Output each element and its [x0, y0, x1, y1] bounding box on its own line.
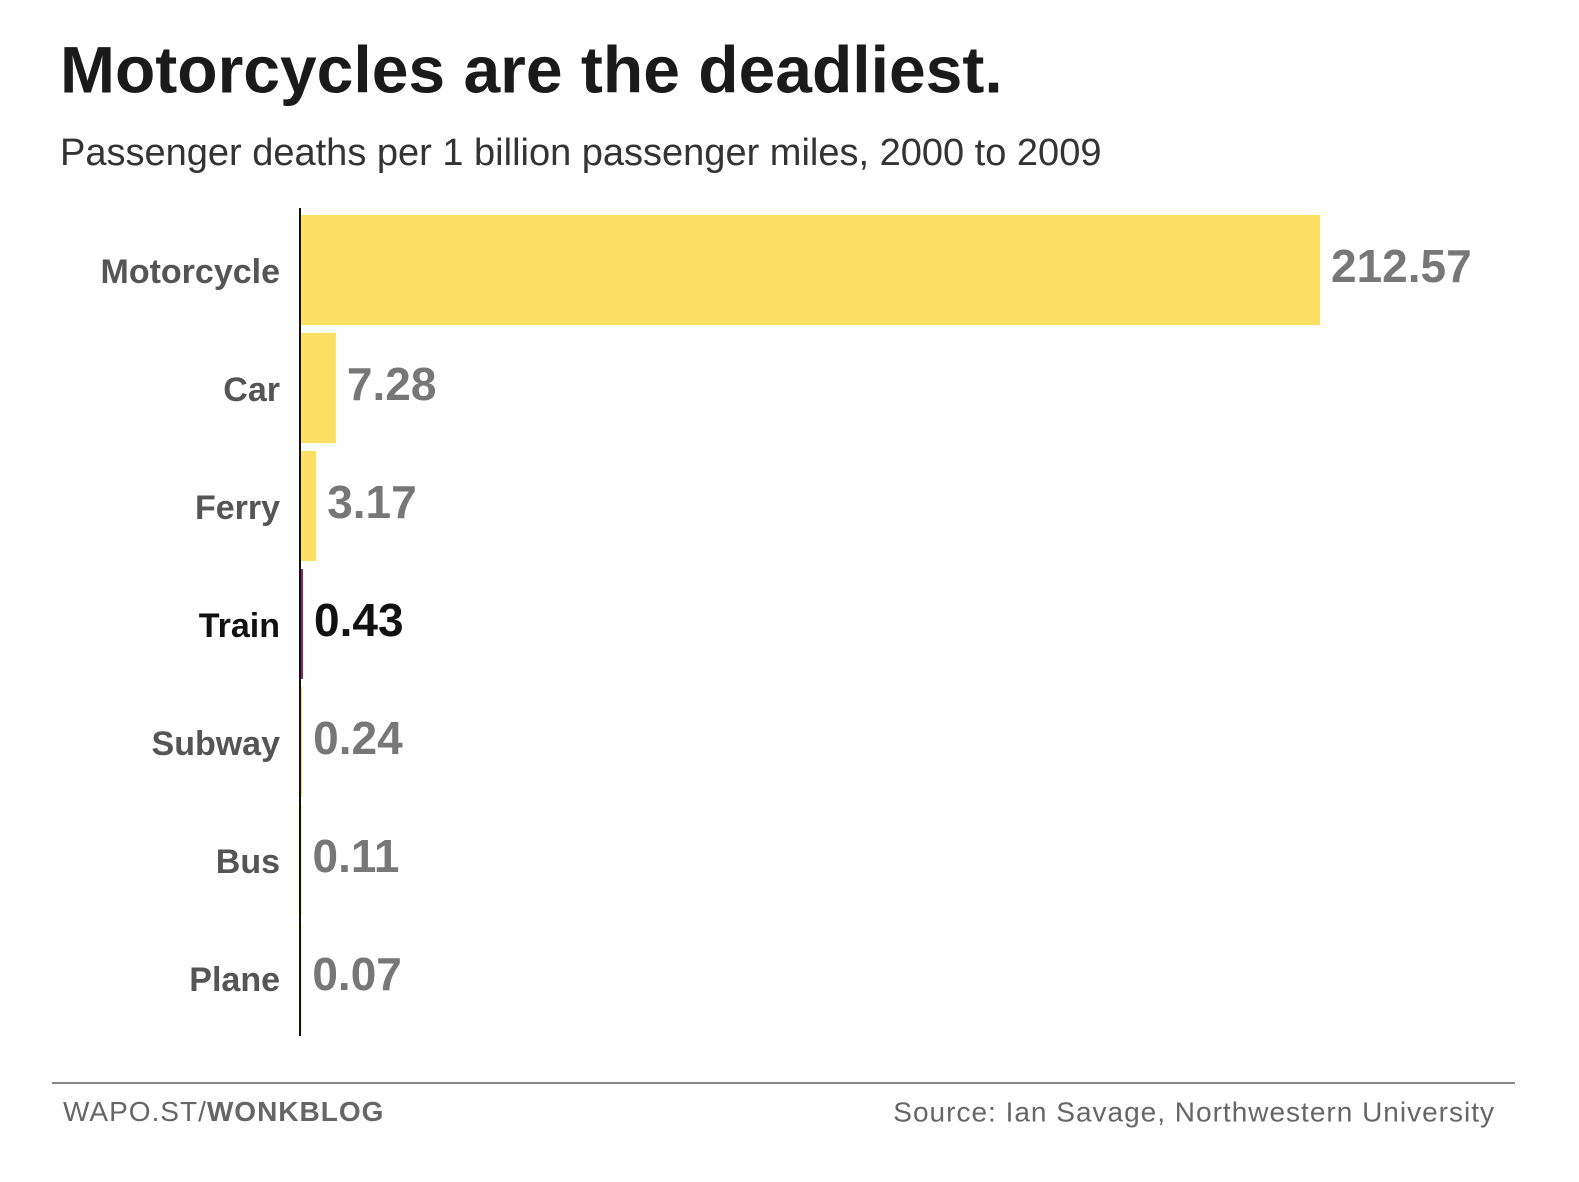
bar [301, 215, 1320, 325]
chart-title: Motorcycles are the deadliest. [60, 32, 1003, 106]
credit-site: WAPO.ST/ [63, 1096, 207, 1127]
category-label: Plane [189, 961, 280, 999]
value-label: 212.57 [1331, 240, 1472, 292]
bar [301, 805, 302, 915]
category-label: Subway [152, 725, 281, 763]
value-label: 0.24 [313, 712, 403, 764]
category-label: Car [223, 371, 280, 409]
credit: WAPO.ST/WONKBLOG [63, 1096, 384, 1127]
category-label: Bus [216, 843, 280, 881]
bar [301, 451, 317, 561]
category-label: Motorcycle [101, 253, 281, 291]
source: Source: Ian Savage, Northwestern Univers… [893, 1096, 1495, 1127]
value-label: 7.28 [347, 358, 437, 410]
bar [301, 569, 304, 679]
bar [301, 333, 336, 443]
value-label: 0.11 [313, 830, 400, 882]
value-label: 0.43 [314, 594, 404, 646]
credit-blog: WONKBLOG [207, 1096, 385, 1127]
bar [301, 687, 303, 797]
value-label: 3.17 [327, 476, 417, 528]
category-label: Ferry [195, 489, 280, 527]
value-label: 0.07 [312, 948, 402, 1000]
category-label: Train [199, 607, 280, 645]
chart-subtitle: Passenger deaths per 1 billion passenger… [60, 132, 1101, 174]
